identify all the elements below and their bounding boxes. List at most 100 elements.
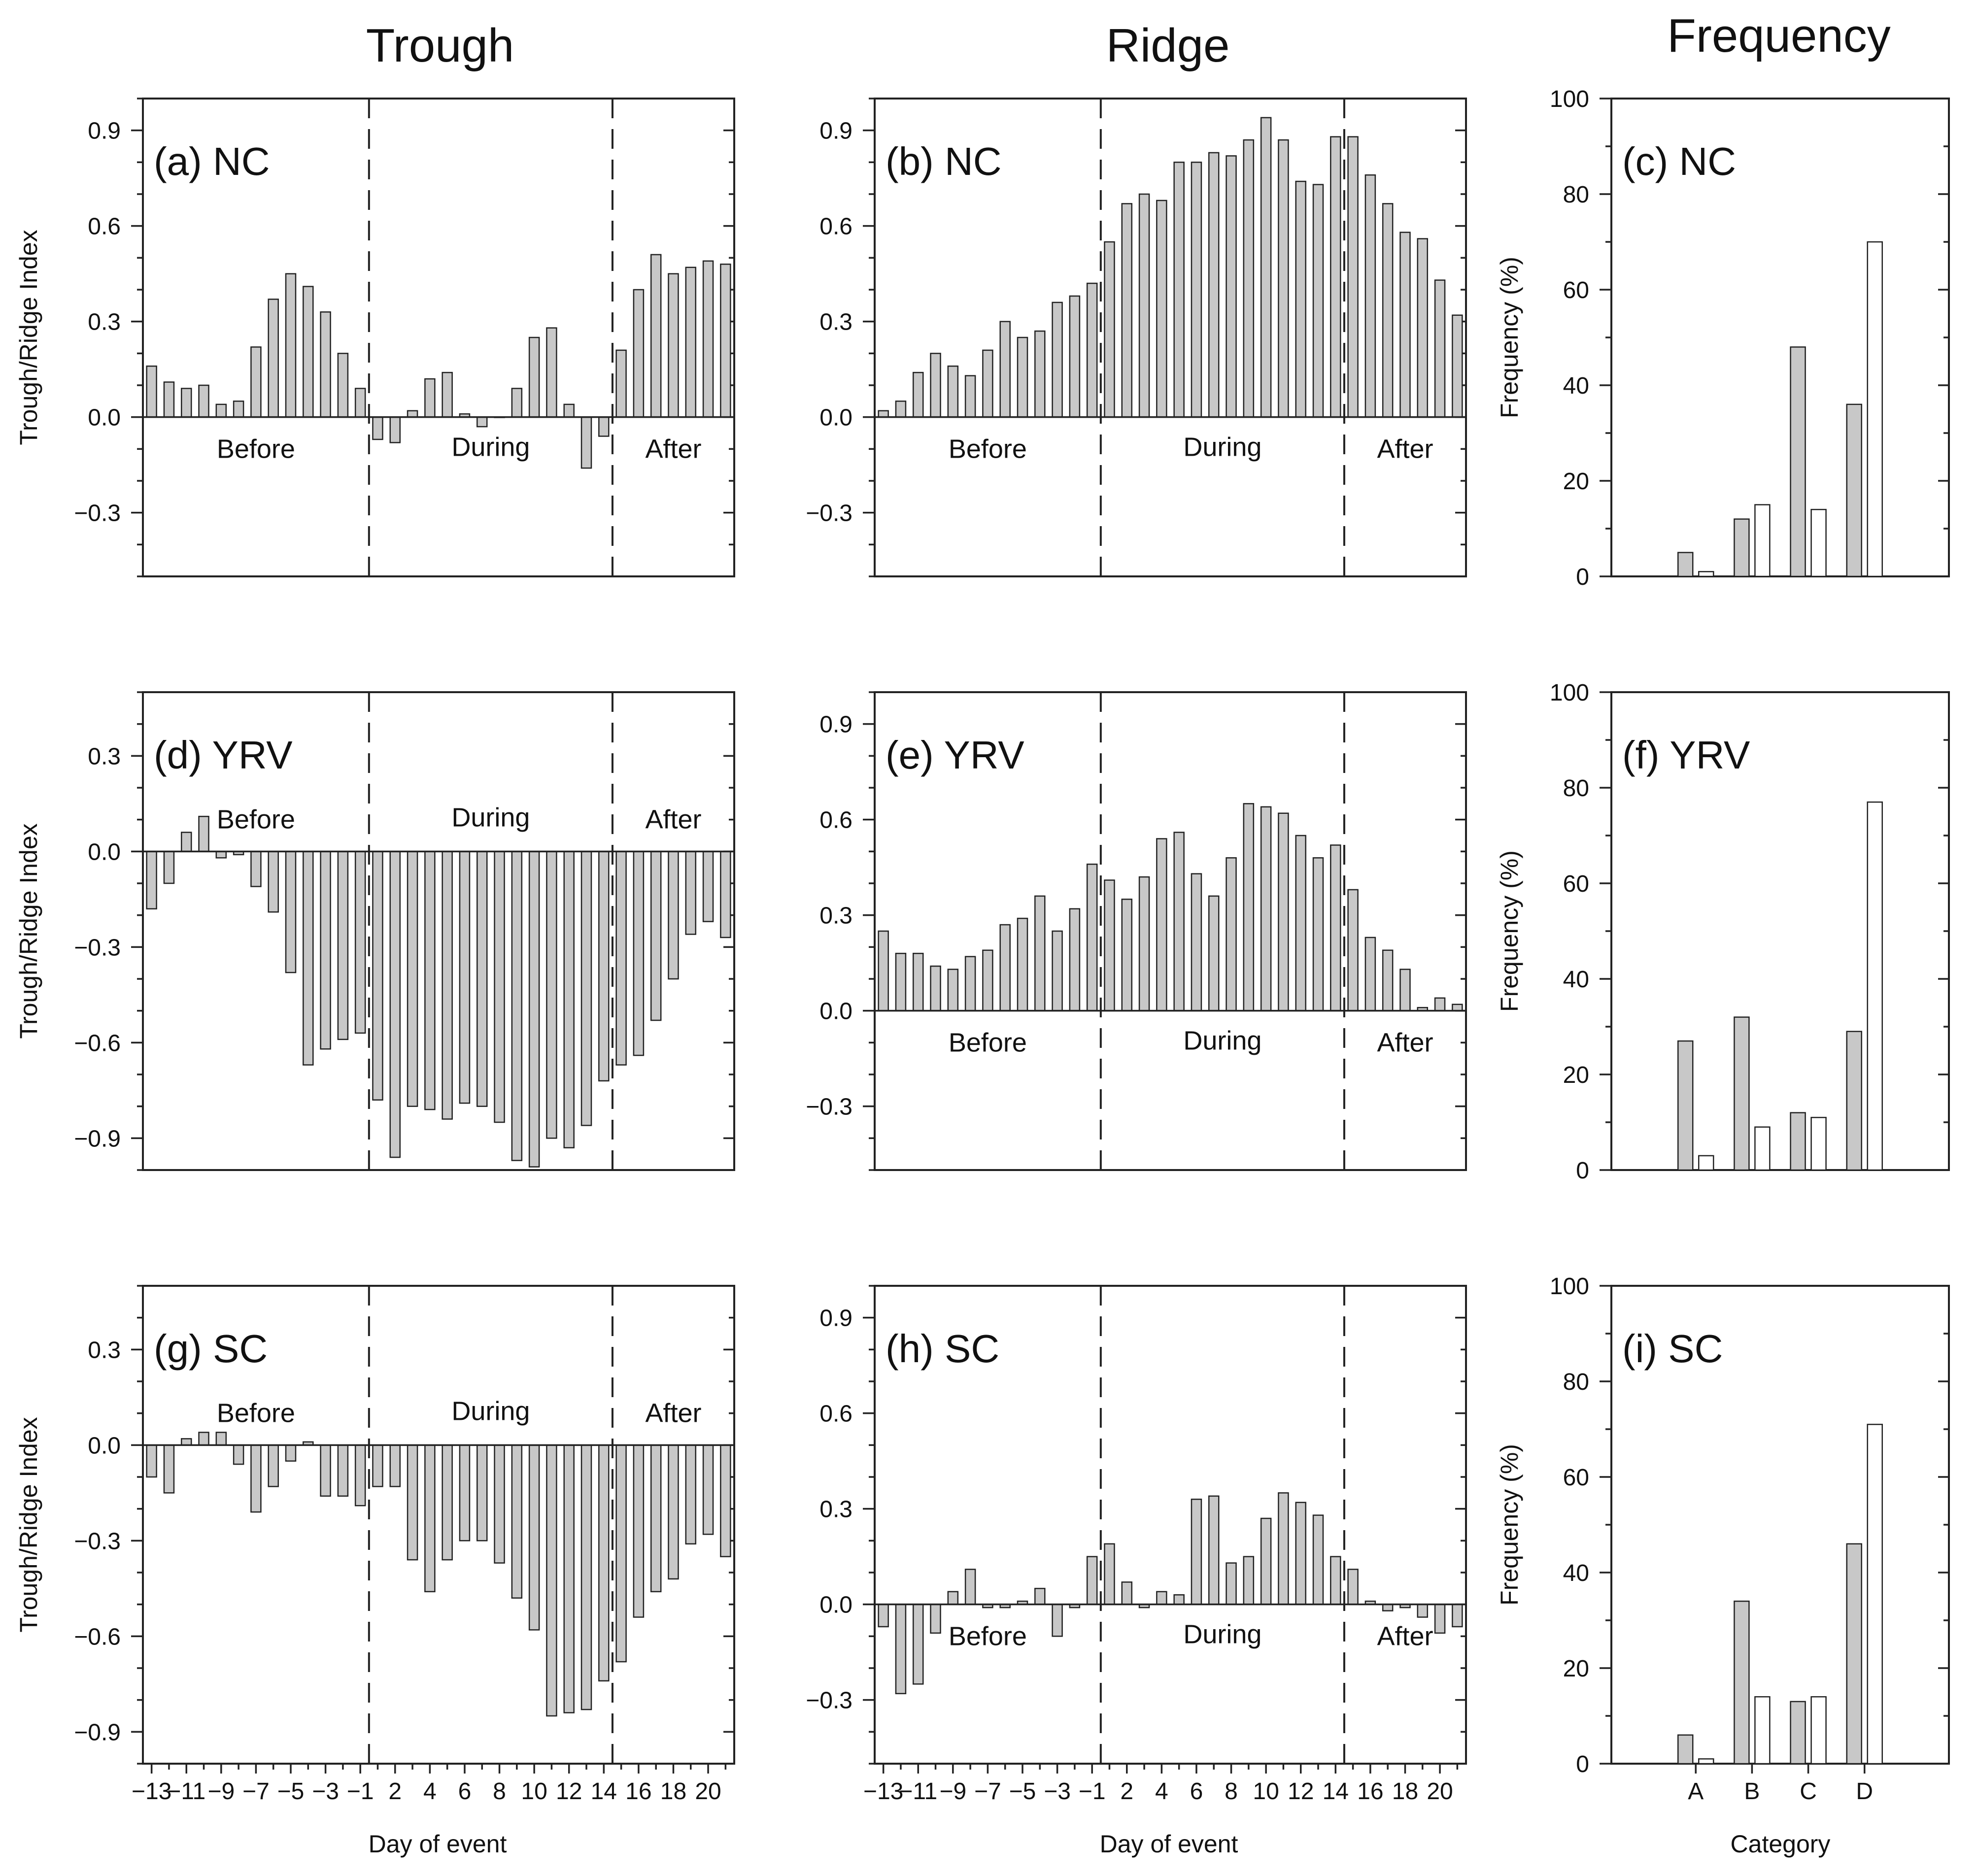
bar-day-12: [1295, 180, 1306, 418]
bar-day-5: [1173, 832, 1185, 1011]
bar-day-11: [1278, 139, 1289, 418]
bar-day--13: [146, 365, 157, 418]
bar-day-13: [1312, 184, 1324, 418]
bar-day-18: [668, 1444, 679, 1580]
y-tick-label: 0.9: [88, 118, 121, 144]
bar-day--12: [163, 851, 175, 884]
y-tick-label: 0.9: [819, 712, 852, 738]
y-tick-label: 40: [1563, 1560, 1589, 1586]
x-tick-label: 12: [1288, 1778, 1314, 1805]
x-axis-label-category: Category: [1731, 1830, 1831, 1858]
x-tick-label: 2: [1120, 1778, 1133, 1805]
bar-day-7: [476, 416, 488, 428]
bar-day-15: [615, 1444, 627, 1663]
bar-day-14: [598, 851, 610, 1082]
bar-white-D: [1867, 241, 1883, 577]
x-tick-label: 6: [1190, 1778, 1203, 1805]
bar-day-16: [633, 1444, 645, 1618]
y-tick-label: −0.6: [74, 1030, 121, 1056]
y-tick-label: −0.3: [806, 1094, 852, 1120]
bar-day-17: [650, 851, 662, 1021]
bar-day--1: [1086, 1556, 1098, 1605]
bar-day--1: [354, 1444, 366, 1507]
y-tick-label: 0.0: [88, 405, 121, 431]
bar-day-10: [528, 1444, 540, 1631]
bar-day-16: [633, 851, 645, 1056]
panel-f-yrv-frequency: 0 20 40 60 80 100 Frequency (%) (f) YRV: [1496, 680, 1950, 1184]
bar-day-2: [389, 416, 401, 443]
y-tick-label: −0.9: [74, 1126, 121, 1152]
bar-day--6: [268, 1444, 279, 1487]
panel-b-nc-ridge: −0.3 0.0 0.3 0.6 0.9 (b) NC Before During After: [806, 98, 1467, 577]
bar-day-4: [424, 851, 436, 1110]
bar-white-D: [1867, 1424, 1883, 1765]
bar-white-C: [1810, 1117, 1827, 1171]
bar-day--7: [250, 346, 262, 418]
phase-label-after: After: [645, 434, 701, 464]
bar-day--10: [198, 815, 209, 852]
y-tick-label: 0.0: [88, 1433, 121, 1459]
plot-frame: [142, 98, 735, 577]
bar-gray-A: [1677, 552, 1694, 577]
y-tick-label: −0.3: [74, 1528, 121, 1554]
bar-day-21: [1452, 1604, 1463, 1628]
bar-day-19: [1417, 1604, 1429, 1618]
y-axis-label: Frequency (%): [1496, 257, 1523, 418]
phase-label-during: During: [451, 1397, 530, 1426]
panel-title: (f) YRV: [1622, 733, 1750, 777]
y-tick-label: 0.9: [819, 118, 852, 144]
bar-day-8: [1226, 155, 1237, 418]
bar-day--1: [354, 388, 366, 418]
bar-day-13: [580, 851, 592, 1126]
y-tick-label: 0: [1576, 564, 1589, 590]
y-tick-label: 0.3: [819, 309, 852, 335]
x-tick-label: −3: [312, 1778, 339, 1805]
bar-day--3: [320, 311, 331, 418]
bar-day-1: [1104, 879, 1115, 1011]
bar-day-12: [563, 403, 575, 418]
x-tick-label: −1: [1079, 1778, 1106, 1805]
x-tick-label: −13: [132, 1778, 171, 1805]
bar-day-10: [1260, 806, 1272, 1011]
bar-day-11: [546, 327, 557, 418]
x-tick-label: −1: [347, 1778, 374, 1805]
bar-day--9: [947, 969, 959, 1011]
bar-white-C: [1810, 508, 1827, 577]
bar-day-15: [1347, 889, 1359, 1011]
bar-day--4: [1034, 330, 1046, 418]
bar-day--9: [947, 1591, 959, 1605]
panel-g-sc-trough: −0.9 −0.6 −0.3 0.0 0.3 Trough/Ridge Index (g) …: [15, 1285, 735, 1805]
bar-day-13: [1312, 857, 1324, 1011]
bar-day-9: [1243, 1556, 1255, 1605]
bar-day-9: [511, 388, 523, 418]
column-title-frequency: Frequency: [1667, 9, 1891, 62]
bar-day--12: [895, 1604, 907, 1694]
x-tick-label: 16: [625, 1778, 651, 1805]
bar-day-20: [1434, 1604, 1446, 1634]
bar-day-14: [598, 1444, 610, 1682]
panel-i-sc-frequency: 0 20 40 60 80 100 Frequency (%) (i) SC A B C D: [1496, 1273, 1950, 1805]
panel-title: (i) SC: [1622, 1327, 1723, 1371]
y-tick-label: 60: [1563, 1465, 1589, 1491]
y-tick-label: 80: [1563, 1369, 1589, 1395]
panel-title: (g) SC: [154, 1327, 268, 1371]
bar-day-9: [511, 1444, 523, 1599]
phase-label-during: During: [451, 432, 530, 462]
bar-day--2: [337, 851, 349, 1040]
bar-day-18: [668, 851, 679, 980]
bar-day--4: [303, 851, 314, 1066]
bar-day--1: [1086, 282, 1098, 418]
x-tick-label: −3: [1044, 1778, 1071, 1805]
bar-day-12: [1295, 835, 1306, 1011]
bar-day-18: [1399, 969, 1411, 1011]
bar-day--8: [964, 1569, 976, 1605]
bar-day--10: [930, 965, 941, 1011]
bar-day--4: [1034, 1588, 1046, 1605]
bar-gray-A: [1677, 1734, 1694, 1765]
bar-day-9: [511, 851, 523, 1161]
bar-day-2: [1121, 899, 1133, 1011]
y-axis-label: Trough/Ridge Index: [15, 823, 42, 1038]
bar-day-16: [1364, 174, 1376, 418]
bar-white-C: [1810, 1696, 1827, 1765]
